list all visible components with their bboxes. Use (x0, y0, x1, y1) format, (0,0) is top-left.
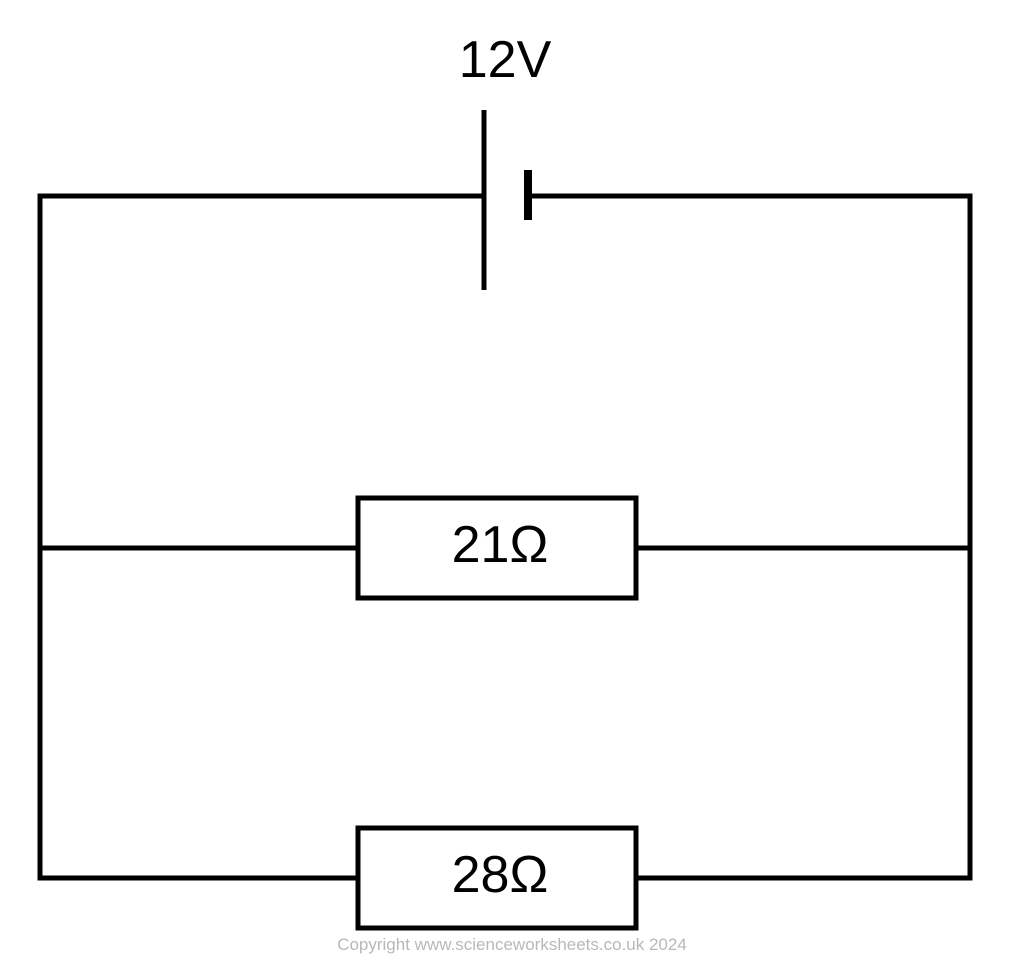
resistor1-label: 21Ω (400, 515, 600, 575)
circuit-svg (0, 0, 1024, 963)
circuit-diagram: 12V 21Ω 28Ω Copyright www.scienceworkshe… (0, 0, 1024, 963)
voltage-label: 12V (435, 30, 575, 90)
resistor2-label: 28Ω (400, 845, 600, 905)
copyright-text: Copyright www.scienceworksheets.co.uk 20… (0, 935, 1024, 955)
